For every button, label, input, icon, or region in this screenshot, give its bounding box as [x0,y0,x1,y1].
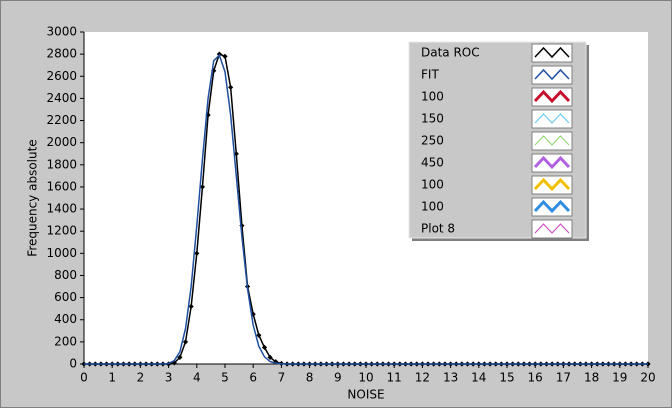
y-tick-label: 1200 [46,224,77,238]
legend-swatch [534,135,570,146]
x-tick-label: 18 [584,371,599,385]
legend-swatch [533,177,571,192]
data-point [199,184,206,190]
legend-label: FIT [421,68,439,82]
x-tick-label: 20 [640,371,655,385]
data-point [261,344,268,350]
legend: Data ROC FIT 100 150 250 450 100 100 Plot 8 [408,41,589,241]
x-tick-label: 13 [443,371,458,385]
data-point [216,51,222,57]
x-tick-label: 17 [556,371,571,385]
legend-swatch-box [531,219,573,239]
x-tick-label: 6 [249,371,257,385]
series-line [84,53,648,365]
data-point [222,53,228,59]
y-tick-label: 1000 [46,246,77,260]
data-point [256,332,262,338]
data-point [267,354,273,360]
x-tick-label: 14 [471,371,486,385]
legend-label: 450 [421,156,444,170]
legend-label: Plot 8 [421,222,455,236]
legend-swatch [533,199,571,214]
y-tick-label: 3000 [46,25,77,39]
x-tick-label: 0 [80,371,88,385]
x-tick-label: 16 [528,371,543,385]
legend-swatch-box [531,109,573,129]
data-point [273,359,279,365]
x-tick-label: 5 [221,371,229,385]
y-tick-label: 400 [54,312,77,326]
x-tick-label: 7 [278,371,286,385]
x-tick-label: 19 [612,371,627,385]
x-tick-label: 1 [108,371,116,385]
x-tick-label: 10 [358,371,373,385]
x-tick-label: 4 [193,371,201,385]
legend-swatch-box [531,131,573,151]
data-point [182,339,189,345]
y-tick-label: 2000 [46,135,77,149]
data-point [177,354,183,360]
legend-label: 100 [421,178,444,192]
y-tick-label: 2800 [46,47,77,61]
y-tick-label: 0 [69,357,77,371]
x-tick-label: 15 [499,371,514,385]
y-tick-label: 2400 [46,91,77,105]
y-tick-label: 1400 [46,202,77,216]
legend-swatch [534,113,570,124]
data-point [205,112,211,118]
legend-swatch [534,223,570,234]
legend-label: Data ROC [421,46,480,60]
x-tick-label: 3 [165,371,173,385]
legend-label: 250 [421,134,444,148]
y-tick-label: 2200 [46,113,77,127]
x-tick-label: 12 [415,371,430,385]
legend-swatch [534,46,570,59]
data-point [194,250,200,256]
x-axis-label: NOISE [347,388,384,402]
x-tick-label: 8 [306,371,314,385]
y-axis-label: Frequency absolute [26,139,40,256]
legend-swatch [534,68,570,81]
legend-label: 100 [421,90,444,104]
legend-label: 150 [421,112,444,126]
y-tick-label: 1600 [46,179,77,193]
legend-swatch [533,155,571,170]
x-tick-label: 2 [137,371,145,385]
data-point [228,84,234,90]
data-point [188,303,194,310]
y-tick-label: 2600 [46,69,77,83]
y-tick-label: 1800 [46,157,77,171]
x-tick-label: 9 [334,371,342,385]
legend-label: 100 [421,200,444,214]
legend-swatch [533,89,571,104]
y-tick-label: 800 [54,268,77,282]
x-tick-label: 11 [387,371,402,385]
y-tick-label: 200 [54,334,77,348]
y-tick-label: 600 [54,290,77,304]
data-point [171,360,177,366]
